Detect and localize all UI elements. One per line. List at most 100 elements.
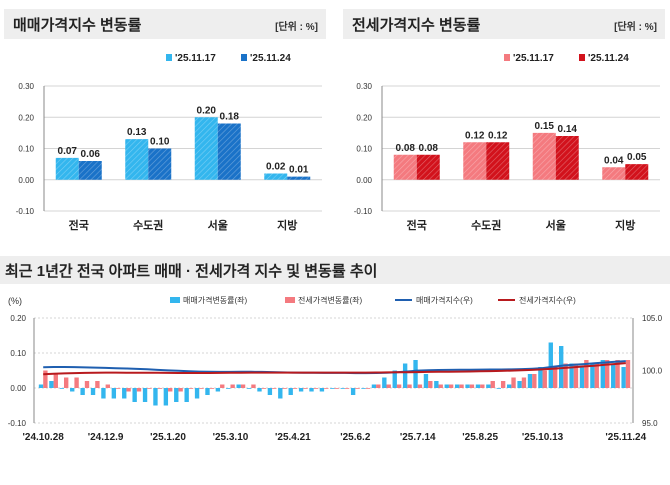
trend-left-tick-label: 0.00 bbox=[10, 384, 26, 393]
jeonse-data-label: 0.12 bbox=[465, 130, 485, 141]
trend-jeonse-change-bar bbox=[469, 384, 475, 388]
trend-jeonse-change-bar bbox=[584, 360, 589, 388]
trend-jeonse-change-bar bbox=[147, 388, 152, 389]
trend-jeonse-change-bar bbox=[532, 374, 537, 388]
trend-sale-change-bar bbox=[236, 384, 241, 388]
trend-left-axis-unit: (%) bbox=[8, 296, 22, 306]
trend-jeonse-change-bar bbox=[563, 363, 568, 388]
jeonse-ytick-label: 0.30 bbox=[356, 82, 372, 91]
trend-sale-change-bar bbox=[506, 384, 512, 388]
trend-jeonse-change-bar bbox=[126, 388, 131, 392]
sale-data-label: 0.20 bbox=[197, 105, 217, 116]
trend-right-tick-label: 100.0 bbox=[642, 367, 663, 376]
trend-jeonse-change-bar bbox=[594, 363, 599, 388]
trend-sale-change-bar bbox=[361, 388, 366, 389]
trend-left-tick-label: -0.10 bbox=[8, 419, 27, 428]
trend-legend-swatch-sale-bar bbox=[170, 297, 180, 303]
trend-jeonse-change-bar bbox=[490, 381, 495, 388]
jeonse-category-label: 지방 bbox=[615, 218, 635, 232]
trend-jeonse-change-bar bbox=[604, 360, 610, 388]
trend-jeonse-change-bar bbox=[615, 360, 620, 388]
trend-sale-change-bar bbox=[371, 384, 377, 388]
jeonse-change-chart: 0.30 0.20 0.10 0.00 -0.10 '25.11.17 '25.11.24 0… bbox=[354, 53, 660, 232]
trend-jeonse-change-bar bbox=[313, 388, 319, 389]
trend-x-tick-label: '25.3.10 bbox=[213, 432, 249, 443]
jeonse-data-label: 0.05 bbox=[627, 152, 647, 163]
trend-jeonse-change-bar bbox=[376, 384, 381, 388]
jeonse-data-label: 0.04 bbox=[604, 155, 624, 166]
trend-sale-change-bar bbox=[486, 384, 491, 388]
trend-jeonse-change-bar bbox=[459, 384, 464, 388]
trend-sale-change-bar bbox=[392, 370, 397, 388]
trend-jeonse-change-bar bbox=[511, 377, 516, 388]
sale-bar-지방-2 bbox=[287, 176, 311, 180]
trend-panel-header: 최근 1년간 전국 아파트 매매 · 전세가격 지수 및 변동률 추이 bbox=[0, 256, 670, 284]
trend-sale-change-bar bbox=[132, 388, 137, 402]
trend-sale-change-bar bbox=[340, 388, 345, 389]
sale-legend-swatch-1 bbox=[166, 54, 172, 61]
trend-sale-change-bar bbox=[38, 384, 44, 388]
trend-sale-change-bar bbox=[559, 346, 564, 388]
trend-sale-change-bar bbox=[174, 388, 179, 402]
trend-sale-change-bar bbox=[215, 388, 221, 392]
trend-jeonse-change-bar bbox=[168, 388, 173, 392]
trend-sale-change-bar bbox=[330, 388, 335, 389]
trend-jeonse-change-bar bbox=[272, 388, 277, 389]
trend-sale-change-bar bbox=[90, 388, 96, 395]
trend-sale-change-bar bbox=[402, 363, 408, 388]
trend-sale-change-bar bbox=[111, 388, 117, 399]
trend-sale-change-bar bbox=[496, 388, 501, 389]
trend-jeonse-change-bar bbox=[448, 384, 454, 388]
sale-data-label: 0.18 bbox=[220, 112, 240, 123]
trend-sale-change-bar bbox=[319, 388, 325, 392]
trend-jeonse-change-bar bbox=[292, 388, 298, 389]
trend-sale-change-bar bbox=[59, 388, 65, 389]
jeonse-data-label: 0.12 bbox=[488, 130, 508, 141]
trend-jeonse-change-bar bbox=[355, 388, 360, 389]
sale-category-label: 수도권 bbox=[133, 219, 163, 232]
jeonse-category-label: 전국 bbox=[407, 218, 427, 232]
trend-sale-change-bar bbox=[80, 388, 85, 395]
trend-right-tick-label: 105.0 bbox=[642, 314, 663, 323]
sale-category-label: 서울 bbox=[208, 218, 228, 232]
jeonse-category-label: 수도권 bbox=[471, 219, 501, 232]
sale-change-chart: 0.30 0.20 0.10 0.00 -0.10 '25.11.17 '25.11.24 0… bbox=[16, 53, 322, 232]
trend-sale-change-bar bbox=[101, 388, 106, 399]
trend-sale-change-bar bbox=[621, 367, 626, 388]
trend-legend-label-sale-line: 매매가격지수(우) bbox=[416, 295, 473, 305]
trend-left-tick-label: 0.10 bbox=[10, 349, 26, 358]
sale-data-label: 0.06 bbox=[81, 149, 101, 160]
trend-jeonse-change-bar bbox=[552, 367, 558, 388]
trend-jeonse-change-bar bbox=[178, 388, 183, 392]
sale-data-label: 0.10 bbox=[150, 137, 170, 148]
trend-jeonse-change-bar bbox=[64, 377, 69, 388]
trend-jeonse-change-bar bbox=[230, 384, 235, 388]
trend-jeonse-change-bar bbox=[303, 388, 308, 389]
trend-sale-change-bar bbox=[423, 374, 429, 388]
trend-jeonse-change-bar bbox=[84, 381, 90, 388]
trend-sale-change-bar bbox=[382, 377, 387, 388]
sale-ytick-label: 0.00 bbox=[18, 176, 34, 185]
trend-jeonse-change-bar bbox=[365, 388, 371, 389]
jeonse-legend-label-2: '25.11.24 bbox=[588, 53, 629, 64]
trend-panel-title: 최근 1년간 전국 아파트 매매 · 전세가격 지수 및 변동률 추이 bbox=[5, 263, 378, 280]
trend-jeonse-change-bar bbox=[500, 381, 506, 388]
trend-jeonse-change-bar bbox=[136, 388, 142, 392]
sale-bar-전국-2 bbox=[78, 161, 102, 180]
trend-jeonse-change-bar bbox=[220, 384, 225, 388]
trend-x-tick-label: '25.8.25 bbox=[462, 432, 498, 443]
trend-jeonse-change-bar bbox=[573, 363, 579, 388]
trend-x-tick-label: '25.1.20 bbox=[150, 432, 186, 443]
jeonse-bar-서울-1 bbox=[532, 132, 556, 180]
sale-ytick-label: 0.10 bbox=[18, 145, 34, 154]
trend-jeonse-change-bar bbox=[438, 384, 443, 388]
sale-bar-전국-1 bbox=[55, 157, 79, 180]
trend-jeonse-change-bar bbox=[344, 388, 350, 389]
trend-jeonse-change-bar bbox=[251, 384, 256, 388]
trend-jeonse-change-bar bbox=[95, 381, 100, 388]
trend-chart: (%) 매매가격변동률(좌) 전세가격변동률(좌) 매매가격지수(우) 전세가격지수(우… bbox=[8, 295, 663, 443]
trend-sale-change-bar bbox=[194, 388, 200, 399]
trend-jeonse-change-bar bbox=[386, 384, 391, 388]
trend-legend-swatch-jeonse-bar bbox=[285, 297, 295, 303]
trend-jeonse-change-bar bbox=[417, 384, 423, 388]
